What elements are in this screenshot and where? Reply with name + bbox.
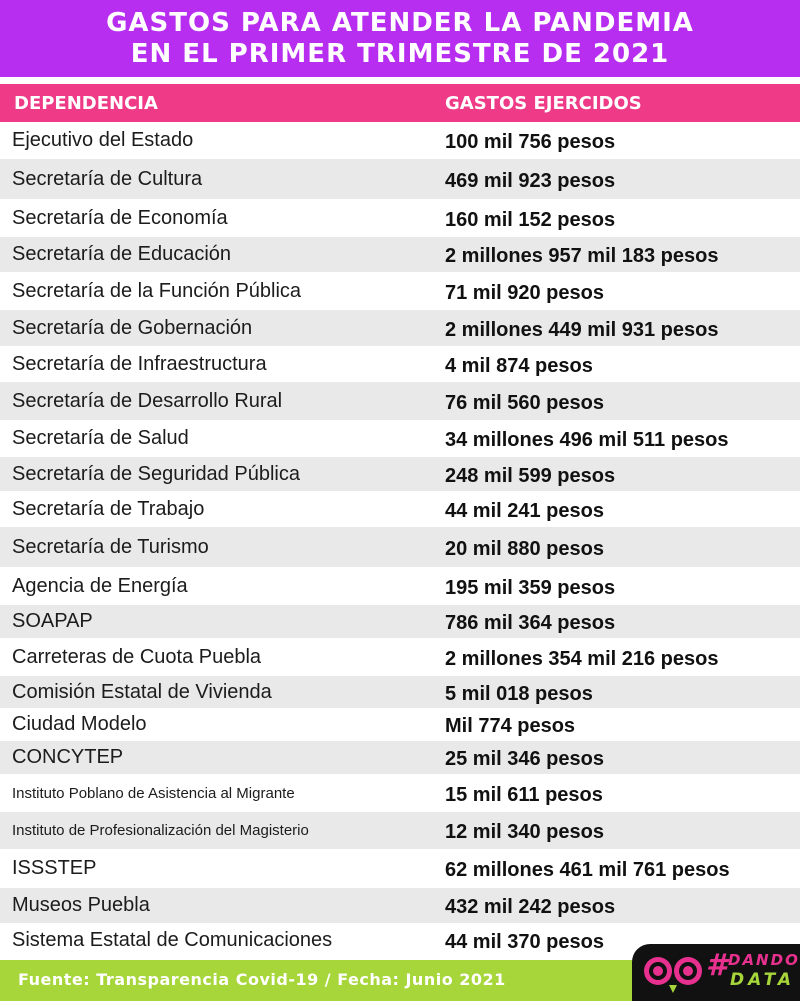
- cell-dependencia: Secretaría de Educación: [12, 243, 232, 265]
- cell-dependencia: CONCYTEP: [12, 746, 124, 768]
- header-gastos: GASTOS EJERCIDOS: [445, 93, 642, 114]
- table-row: Secretaría de Turismo 20 mil 880 pesos: [0, 527, 800, 567]
- table-row: Secretaría de Salud 34 millones 496 mil 5…: [0, 420, 800, 457]
- logo-word-dando: DANDO: [728, 951, 800, 969]
- cell-gastos: 786 mil 364 pesos: [445, 612, 616, 634]
- cell-gastos: 12 mil 340 pesos: [445, 821, 604, 843]
- owl-eyes-icon: [644, 957, 702, 993]
- cell-gastos: 34 millones 496 mil 511 pesos: [445, 429, 729, 451]
- cell-gastos: 4 mil 874 pesos: [445, 354, 593, 377]
- table-row: Secretaría de Economía 160 mil 152 pesos: [0, 199, 800, 237]
- cell-gastos: Mil 774 pesos: [445, 715, 576, 737]
- cell-dependencia: Secretaría de Economía: [12, 206, 228, 229]
- cell-gastos: 76 mil 560 pesos: [445, 391, 604, 414]
- table-row: Secretaría de Educación 2 millones 957 mi…: [0, 237, 800, 272]
- title-banner: GASTOS PARA ATENDER LA PANDEMIA EN EL PR…: [0, 0, 800, 77]
- table-row: Secretaría de Gobernación 2 millones 449 …: [0, 310, 800, 346]
- title-line-2: EN EL PRIMER TRIMESTRE DE 2021: [130, 38, 670, 69]
- cell-dependencia: Secretaría de Infraestructura: [12, 352, 267, 375]
- cell-dependencia: Agencia de Energía: [12, 574, 188, 597]
- cell-gastos: 248 mil 599 pesos: [445, 464, 616, 487]
- cell-dependencia: Museos Puebla: [12, 894, 150, 916]
- cell-gastos: 44 mil 370 pesos: [445, 931, 604, 953]
- cell-dependencia: Secretaría de Seguridad Pública: [12, 462, 300, 485]
- table-row: ISSSTEP 62 millones 461 mil 761 pesos: [0, 849, 800, 888]
- cell-gastos: 2 millones 449 mil 931 pesos: [445, 318, 719, 341]
- cell-gastos: 2 millones 354 mil 216 pesos: [445, 647, 719, 670]
- footer-source: Fuente: Transparencia Covid-19 / Fecha: …: [18, 970, 506, 989]
- cell-dependencia: Ejecutivo del Estado: [12, 129, 194, 151]
- table-row: Ejecutivo del Estado 100 mil 756 pesos: [0, 122, 800, 159]
- cell-dependencia: SOAPAP: [12, 610, 93, 632]
- cell-dependencia: Secretaría de Cultura: [12, 167, 203, 190]
- logo-hash: #: [706, 948, 727, 983]
- dando-data-logo: # DANDO DATA: [632, 944, 800, 1001]
- cell-gastos: 5 mil 018 pesos: [445, 682, 593, 705]
- cell-dependencia: Sistema Estatal de Comunicaciones: [12, 929, 333, 951]
- table-row: SOAPAP 786 mil 364 pesos: [0, 605, 800, 638]
- cell-dependencia: Secretaría de Gobernación: [12, 316, 253, 339]
- table-row: Secretaría de Trabajo 44 mil 241 pesos: [0, 491, 800, 527]
- cell-gastos: 20 mil 880 pesos: [445, 537, 604, 560]
- cell-dependencia: Secretaría de la Función Pública: [12, 279, 302, 302]
- table-row: Carreteras de Cuota Puebla 2 millones 354…: [0, 638, 800, 676]
- cell-gastos: 100 mil 756 pesos: [445, 131, 616, 153]
- cell-dependencia: Instituto Poblano de Asistencia al Migra…: [12, 784, 295, 802]
- cell-dependencia: Ciudad Modelo: [12, 713, 147, 735]
- cell-dependencia: Instituto de Profesionalización del Magi…: [12, 822, 309, 839]
- cell-gastos: 2 millones 957 mil 183 pesos: [445, 245, 719, 267]
- expense-table: Ejecutivo del Estado 100 mil 756 pesos Sec…: [0, 122, 800, 958]
- cell-gastos: 195 mil 359 pesos: [445, 576, 616, 599]
- table-row: Secretaría de Seguridad Pública 248 mil 5…: [0, 457, 800, 491]
- cell-dependencia: ISSSTEP: [12, 857, 97, 879]
- cell-gastos: 44 mil 241 pesos: [445, 499, 604, 522]
- cell-dependencia: Secretaría de Salud: [12, 427, 189, 449]
- table-row: CONCYTEP 25 mil 346 pesos: [0, 741, 800, 774]
- table-row: Secretaría de Cultura 469 mil 923 pesos: [0, 159, 800, 199]
- title-line-1: GASTOS PARA ATENDER LA PANDEMIA: [106, 7, 694, 38]
- cell-dependencia: Secretaría de Trabajo: [12, 497, 205, 520]
- table-row: Museos Puebla 432 mil 242 pesos: [0, 888, 800, 923]
- cell-dependencia: Comisión Estatal de Vivienda: [12, 680, 272, 703]
- cell-dependencia: Secretaría de Desarrollo Rural: [12, 389, 283, 412]
- cell-gastos: 432 mil 242 pesos: [445, 896, 616, 918]
- cell-gastos: 25 mil 346 pesos: [445, 748, 604, 770]
- table-row: Secretaría de la Función Pública 71 mil 9…: [0, 272, 800, 310]
- cell-gastos: 62 millones 461 mil 761 pesos: [445, 859, 730, 881]
- table-header: DEPENDENCIA GASTOS EJERCIDOS: [0, 84, 800, 122]
- table-row: Comisión Estatal de Vivienda 5 mil 018 pe…: [0, 676, 800, 708]
- table-row: Instituto Poblano de Asistencia al Migra…: [0, 774, 800, 812]
- table-row: Sistema Estatal de Comunicaciones 44 mil …: [0, 923, 800, 958]
- table-row: Instituto de Profesionalización del Magi…: [0, 812, 800, 849]
- logo-word-data: DATA: [730, 970, 796, 990]
- cell-gastos: 469 mil 923 pesos: [445, 169, 616, 192]
- header-dependencia: DEPENDENCIA: [14, 93, 158, 114]
- table-row: Agencia de Energía 195 mil 359 pesos: [0, 567, 800, 605]
- cell-gastos: 71 mil 920 pesos: [445, 281, 604, 304]
- cell-dependencia: Carreteras de Cuota Puebla: [12, 645, 262, 668]
- table-row: Secretaría de Desarrollo Rural 76 mil 560…: [0, 382, 800, 420]
- cell-gastos: 160 mil 152 pesos: [445, 208, 616, 231]
- cell-gastos: 15 mil 611 pesos: [445, 783, 603, 806]
- table-row: Ciudad Modelo Mil 774 pesos: [0, 708, 800, 741]
- table-row: Secretaría de Infraestructura 4 mil 874 p…: [0, 346, 800, 382]
- cell-dependencia: Secretaría de Turismo: [12, 535, 209, 558]
